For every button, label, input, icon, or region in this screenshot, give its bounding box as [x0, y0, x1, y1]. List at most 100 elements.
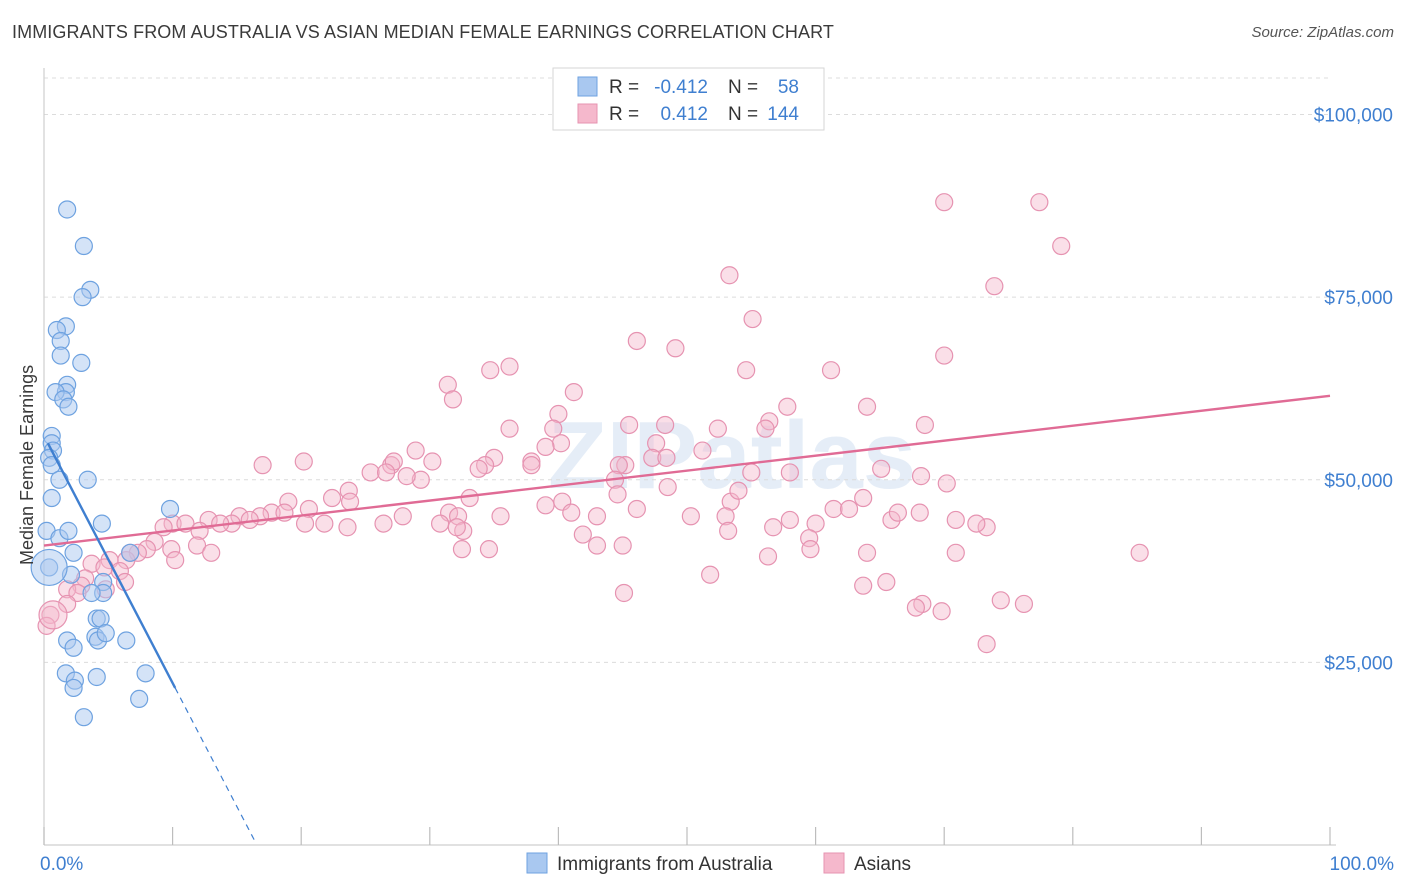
- asians-point: [573, 525, 592, 544]
- australia-point: [160, 499, 180, 519]
- asians-point: [500, 357, 519, 376]
- asians-point: [977, 518, 996, 537]
- asians-point: [854, 576, 873, 595]
- legend-r-label-2: R =: [609, 104, 639, 125]
- legend-n-label-2: N =: [728, 104, 758, 125]
- asians-point: [937, 474, 956, 493]
- asians-point: [764, 518, 783, 537]
- asians-point: [666, 339, 685, 358]
- legend-r-value-1: -0.412: [654, 77, 708, 98]
- gridlines: [44, 77, 1330, 663]
- asians-point: [657, 448, 676, 467]
- australia-point: [73, 288, 92, 307]
- australia-point: [64, 543, 83, 562]
- asians-point: [888, 503, 908, 522]
- australia-point: [64, 678, 83, 698]
- asians-point: [166, 551, 185, 570]
- asians-point: [627, 331, 646, 351]
- asians-point: [338, 518, 357, 537]
- asians-point: [500, 419, 519, 438]
- australia-point: [58, 200, 77, 219]
- y-axis-label: Median Female Earnings: [17, 365, 37, 565]
- legend-label-asians: Asians: [854, 854, 911, 875]
- asians-point: [737, 361, 756, 380]
- asians-point: [910, 503, 929, 522]
- asians-point: [202, 543, 221, 562]
- australia-point: [50, 470, 69, 489]
- asians-point: [340, 492, 360, 511]
- australia-points: [30, 200, 180, 727]
- asians-point: [1030, 193, 1049, 212]
- y-tick-label: $25,000: [1324, 653, 1393, 674]
- australia-point: [59, 521, 78, 540]
- asians-point: [376, 463, 396, 482]
- asians-point: [935, 193, 954, 212]
- asians-point: [743, 309, 762, 329]
- asians-point: [658, 477, 677, 497]
- asians-point: [882, 510, 901, 530]
- legend-n-value-2: 144: [767, 104, 799, 125]
- australia-point: [74, 708, 93, 727]
- asians-point: [756, 419, 775, 438]
- asians-point: [361, 463, 380, 482]
- asians-point: [932, 602, 951, 621]
- asians-point: [872, 459, 891, 478]
- asians-point: [460, 488, 479, 508]
- asians-point: [294, 452, 313, 471]
- legend-swatch-blue: [577, 76, 598, 97]
- asians-point: [430, 514, 450, 533]
- australia-trend-line: [46, 442, 177, 689]
- asians-point: [38, 600, 68, 630]
- asians-point: [643, 448, 662, 467]
- asians-points: [37, 193, 1149, 654]
- correlation-legend: R = -0.412 N = 58 R = 0.412 N = 144: [552, 67, 825, 131]
- x-tick-label-min: 0.0%: [40, 854, 83, 875]
- legend-r-value-2: 0.412: [660, 104, 708, 125]
- x-tick-label-max: 100.0%: [1330, 854, 1395, 875]
- asians-point: [656, 415, 675, 435]
- asians-point: [708, 419, 727, 438]
- asians-point: [614, 583, 634, 603]
- asians-point: [587, 507, 607, 526]
- asians-point: [824, 499, 843, 519]
- asians-point: [620, 415, 639, 435]
- asians-point: [742, 463, 761, 482]
- asians-point: [627, 499, 646, 519]
- australia-point: [82, 583, 101, 603]
- asians-point: [1052, 236, 1071, 256]
- legend-n-label-1: N =: [728, 77, 758, 98]
- asians-point: [946, 543, 965, 562]
- asians-point: [857, 543, 877, 562]
- asians-point: [587, 536, 607, 555]
- source-credit: Source: ZipAtlas.com: [1251, 24, 1394, 41]
- asians-point: [279, 492, 298, 511]
- asians-point: [406, 441, 425, 460]
- asians-point: [857, 397, 877, 416]
- legend-swatch-asians: [823, 852, 845, 874]
- australia-point: [87, 667, 106, 687]
- tick-labels: $25,000 $50,000 $75,000 $100,000 0.0% 100.0%: [40, 106, 1394, 875]
- asians-point: [780, 463, 799, 482]
- asians-point: [609, 456, 628, 475]
- asians-point: [780, 510, 799, 530]
- asians-point: [162, 540, 181, 559]
- asians-point: [801, 540, 820, 559]
- asians-point: [854, 488, 873, 508]
- asians-point: [946, 510, 965, 530]
- australia-point: [136, 664, 155, 683]
- asians-point: [877, 572, 896, 592]
- asians-point: [393, 507, 412, 526]
- y-tick-label: $100,000: [1314, 106, 1393, 127]
- asians-point: [187, 536, 207, 555]
- asians-point: [374, 514, 393, 533]
- asians-point: [778, 397, 797, 416]
- australia-point: [30, 548, 68, 587]
- asians-point: [253, 456, 272, 475]
- legend-swatch-pink: [577, 103, 598, 124]
- chart-title: IMMIGRANTS FROM AUSTRALIA VS ASIAN MEDIA…: [12, 22, 834, 42]
- asians-point: [551, 434, 571, 453]
- australia-point: [117, 631, 136, 650]
- asians-point: [536, 437, 555, 456]
- asians-point: [469, 459, 488, 478]
- australia-point: [96, 624, 115, 643]
